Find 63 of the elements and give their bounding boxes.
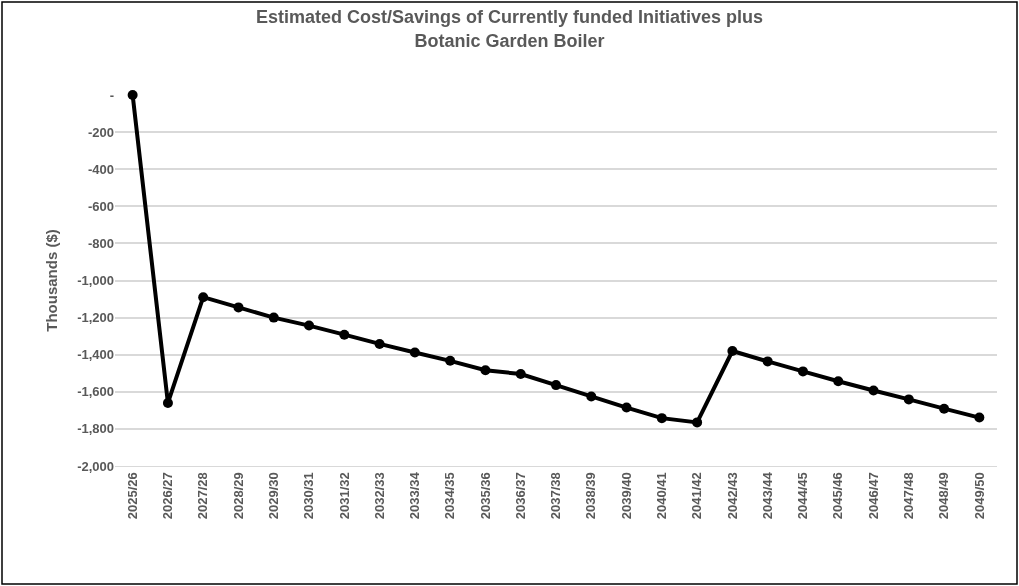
y-axis-title: Thousands ($) bbox=[43, 229, 61, 332]
y-tick-label: - bbox=[109, 87, 114, 103]
point bbox=[445, 355, 456, 366]
point bbox=[762, 356, 773, 367]
point bbox=[551, 380, 561, 391]
x-tick-label: 2049/50 bbox=[971, 472, 987, 520]
x-tick-label: 2048/49 bbox=[936, 472, 952, 520]
x-tick-label: 2026/27 bbox=[160, 472, 176, 520]
y-tick-label: -400 bbox=[87, 161, 114, 177]
point bbox=[127, 90, 138, 100]
y-tick-label: -200 bbox=[87, 124, 114, 140]
point bbox=[586, 391, 597, 402]
x-tick-label: 2025/26 bbox=[124, 472, 140, 520]
x-tick-label: 2039/40 bbox=[618, 472, 634, 520]
x-tick-label: 2034/35 bbox=[442, 472, 458, 520]
point bbox=[339, 329, 350, 340]
x-tick-label: 2047/48 bbox=[901, 472, 917, 520]
point bbox=[692, 417, 703, 428]
y-tick-label: -800 bbox=[87, 235, 114, 251]
x-tick-label: 2045/46 bbox=[830, 472, 846, 520]
point bbox=[409, 347, 420, 358]
point bbox=[833, 376, 844, 387]
point bbox=[621, 402, 632, 413]
point bbox=[233, 302, 244, 313]
point bbox=[268, 312, 279, 323]
point bbox=[480, 365, 491, 376]
y-tick-label: -1,800 bbox=[77, 421, 114, 437]
x-tick-label: 2038/39 bbox=[583, 472, 599, 520]
y-tick-label: -1,400 bbox=[77, 347, 114, 363]
point bbox=[656, 413, 667, 424]
point bbox=[304, 320, 315, 331]
x-tick-label: 2028/29 bbox=[230, 472, 246, 520]
x-tick-label: 2041/42 bbox=[689, 472, 705, 520]
point bbox=[727, 345, 738, 356]
point bbox=[515, 368, 526, 379]
point bbox=[374, 338, 385, 349]
point bbox=[903, 394, 914, 405]
x-tick-label: 2027/28 bbox=[195, 472, 211, 520]
point bbox=[939, 403, 950, 414]
y-tick-label: -1,200 bbox=[77, 310, 114, 326]
x-tick-label: 2035/36 bbox=[477, 472, 493, 520]
point bbox=[162, 397, 173, 408]
chart-title: Estimated Cost/Savings of Currently funded Initiatives plus Botanic Garden Boiler bbox=[255, 7, 764, 51]
x-tick-label: 2043/44 bbox=[759, 471, 775, 520]
x-tick-label: 2046/47 bbox=[865, 472, 881, 520]
y-tick-label: -2,000 bbox=[77, 458, 114, 474]
x-tick-label: 2031/32 bbox=[336, 472, 352, 520]
x-tick-label: 2033/34 bbox=[407, 471, 423, 520]
y-tick-label: -1,600 bbox=[77, 384, 114, 400]
y-tick-label: -600 bbox=[87, 198, 114, 214]
x-tick-label: 2029/30 bbox=[265, 472, 281, 520]
point bbox=[797, 366, 808, 377]
x-tick-label: 2032/33 bbox=[371, 472, 387, 520]
x-tick-label: 2037/38 bbox=[548, 472, 564, 520]
point bbox=[974, 412, 985, 423]
x-tick-label: 2042/43 bbox=[724, 472, 740, 520]
point bbox=[198, 292, 209, 303]
x-tick-label: 2040/41 bbox=[654, 472, 670, 520]
x-tick-label: 2044/45 bbox=[795, 472, 811, 520]
y-tick-label: -1,000 bbox=[77, 273, 114, 289]
point bbox=[868, 385, 879, 396]
x-tick-label: 2030/31 bbox=[301, 472, 317, 520]
x-tick-label: 2036/37 bbox=[512, 472, 528, 520]
